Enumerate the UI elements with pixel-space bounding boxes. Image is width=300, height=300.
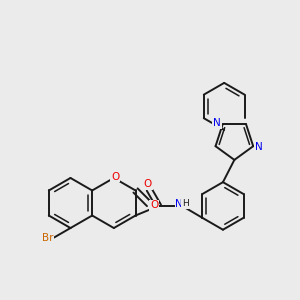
Text: Br: Br [42, 232, 53, 243]
Text: H: H [182, 199, 188, 208]
Text: O: O [150, 200, 158, 211]
Text: O: O [111, 172, 119, 182]
Text: N: N [255, 142, 262, 152]
Text: N: N [176, 199, 183, 208]
Text: N: N [213, 118, 221, 128]
Text: O: O [143, 179, 152, 189]
